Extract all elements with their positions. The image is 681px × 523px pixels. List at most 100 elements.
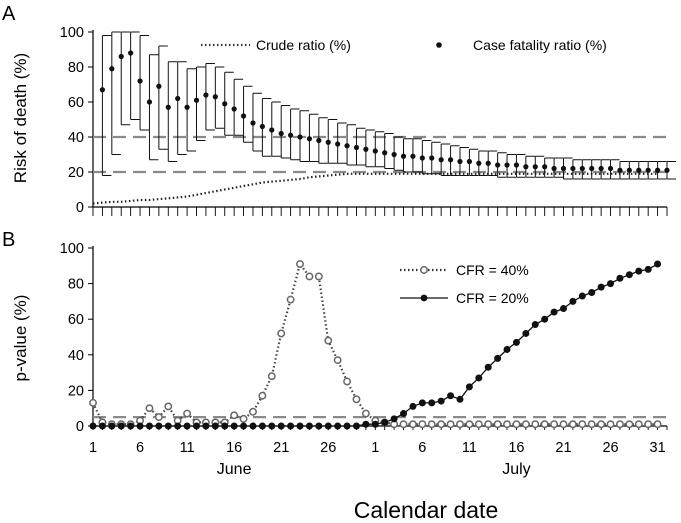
cfr-20-point <box>503 345 511 353</box>
cfr-20-point <box>390 415 398 423</box>
x-tick-label: 16 <box>508 440 524 456</box>
cfr-20-point <box>635 267 643 275</box>
case-fatality-point <box>504 162 510 168</box>
cfr-20-point <box>193 422 201 430</box>
case-fatality-point <box>598 165 604 172</box>
case-fatality-point <box>259 123 265 130</box>
cfr-20-point <box>352 422 360 430</box>
x-tick-label: 11 <box>462 440 477 456</box>
cfr-20-point <box>164 422 172 430</box>
x-tick-label: 16 <box>226 440 242 456</box>
cfr-20-point <box>531 321 539 329</box>
cfr-20-point <box>334 422 342 430</box>
case-fatality-point <box>447 157 454 163</box>
cfr-20-point <box>597 283 605 291</box>
cfr-20-point <box>512 338 520 346</box>
case-fatality-point <box>137 78 143 84</box>
panel-a-y-axis-label: Risk of death (%) <box>11 53 30 183</box>
cfr-20-point <box>127 422 135 430</box>
case-fatality-point <box>306 136 313 142</box>
case-fatality-point <box>523 164 529 170</box>
cfr-40-point <box>625 420 634 429</box>
cfr-20-point <box>324 422 332 430</box>
cfr-20-point <box>211 422 219 430</box>
cfr-20-point <box>315 422 323 430</box>
cfr-40-point <box>314 272 323 281</box>
y-tick-label: 40 <box>68 348 84 364</box>
cfr-40-point <box>296 260 304 268</box>
cfr-20-point <box>296 422 304 430</box>
case-fatality-point <box>410 153 416 159</box>
cfr-20-point <box>343 422 351 430</box>
cfr-40-point <box>531 420 540 429</box>
cfr-20-point <box>98 422 106 430</box>
cfr-20-point <box>578 292 586 300</box>
legend-cfr-40-label: CFR = 40% <box>456 262 529 278</box>
legend-cfr-40-swatch-marker <box>420 266 428 274</box>
cfr-40-point <box>634 420 643 429</box>
cfr-20-line <box>93 263 658 427</box>
cfr-40-point <box>343 377 352 386</box>
cfr-20-point <box>371 420 379 428</box>
cfr-20-point <box>569 297 577 305</box>
panel-b-letter: B <box>2 229 15 251</box>
case-fatality-point <box>513 162 520 168</box>
cfr-40-point <box>333 356 342 365</box>
cfr-20-point <box>447 392 455 400</box>
x-tick-label: 11 <box>180 440 195 456</box>
cfr-20-point <box>522 329 530 337</box>
case-fatality-point <box>240 113 247 119</box>
cfr-40-point <box>399 420 408 429</box>
case-fatality-point <box>664 167 670 173</box>
cfr-40-point <box>418 420 427 429</box>
cfr-20-point <box>117 422 125 430</box>
cfr-40-point <box>352 395 361 404</box>
panel-a-legend: Crude ratio (%) Case fatality ratio (%) <box>201 37 607 53</box>
y-tick-label: 0 <box>76 200 84 216</box>
cfr-40-point <box>286 295 295 304</box>
cfr-40-point <box>408 420 417 429</box>
y-tick-label: 80 <box>68 277 84 293</box>
cfr-40-point <box>503 420 511 429</box>
x-tick-label: 6 <box>418 440 426 456</box>
cfr-20-point <box>559 305 567 313</box>
panel-a-letter: A <box>2 3 16 25</box>
case-fatality-point <box>231 106 237 112</box>
case-fatality-point <box>391 151 397 158</box>
cfr-40-point <box>644 420 653 429</box>
cfr-40-point <box>550 420 559 429</box>
case-fatality-point <box>382 150 388 156</box>
case-fatality-point <box>654 167 661 173</box>
cfr-40-point <box>89 398 97 407</box>
case-fatality-point <box>146 99 153 105</box>
cfr-20-point <box>155 422 163 430</box>
cfr-20-point <box>418 399 426 407</box>
cfr-40-point <box>559 420 568 429</box>
y-tick-label: 20 <box>68 383 84 399</box>
legend-cfr-20-label: CFR = 20% <box>456 290 529 306</box>
cfr-20-point <box>616 274 624 282</box>
cfr-20-point <box>465 383 473 391</box>
cfr-20-point <box>240 422 248 430</box>
cfr-20-point <box>287 422 295 430</box>
cfr-20-point <box>136 422 144 430</box>
case-fatality-point <box>269 127 275 133</box>
month-label: June <box>217 461 252 478</box>
cfr-20-point <box>409 402 417 410</box>
case-fatality-point <box>203 92 209 98</box>
cfr-40-point <box>474 420 483 429</box>
legend-cfr-20-swatch-marker <box>420 294 428 302</box>
cfr-40-point <box>568 420 577 429</box>
case-fatality-point <box>551 165 557 172</box>
case-fatality-point <box>645 167 651 173</box>
case-fatality-point <box>193 97 200 103</box>
case-fatality-point <box>118 53 124 60</box>
cfr-40-point <box>512 420 521 429</box>
panel-b-legend: CFR = 40% CFR = 20% <box>400 262 529 306</box>
cfr-40-line <box>92 261 658 426</box>
cfr-20-point <box>550 308 558 316</box>
case-fatality-point <box>372 148 378 154</box>
cfr-40-point <box>540 420 549 429</box>
cfr-40-point <box>484 420 493 429</box>
